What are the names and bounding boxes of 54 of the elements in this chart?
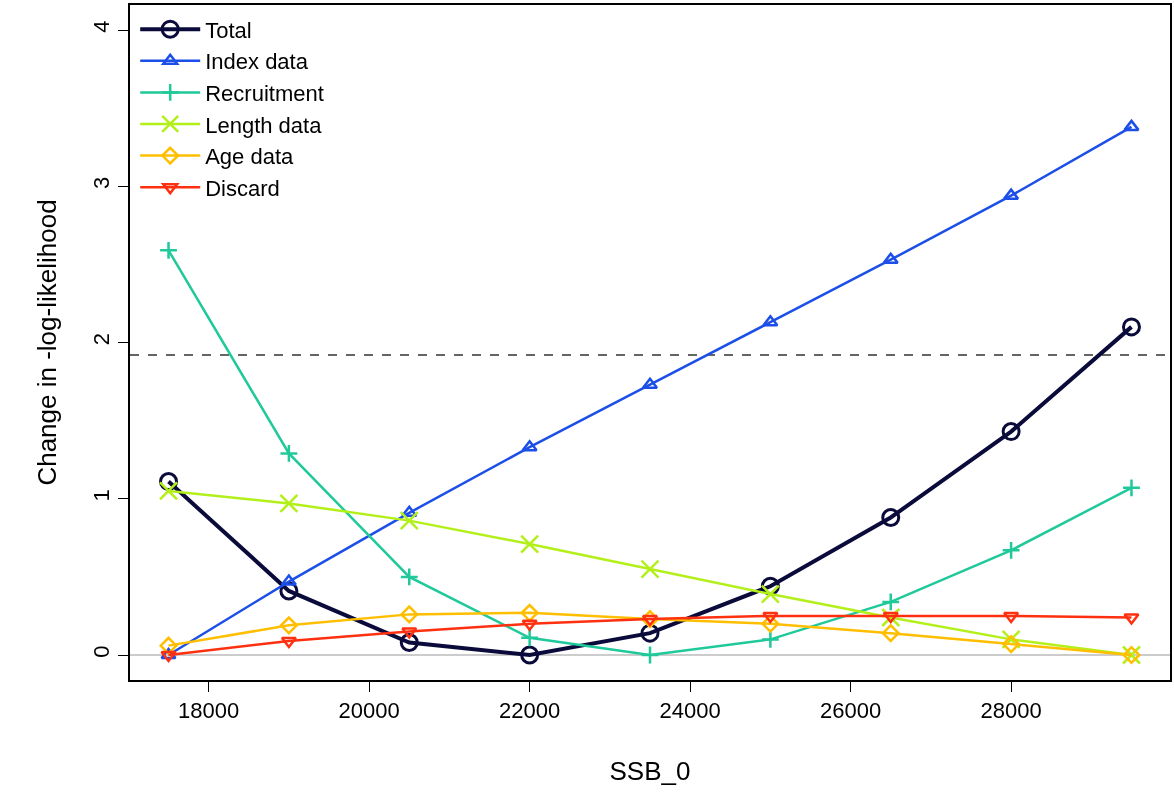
point	[640, 645, 660, 665]
legend-label: Age data	[205, 144, 295, 170]
legend-label: Discard	[205, 175, 280, 201]
point	[881, 592, 901, 612]
point	[158, 481, 179, 501]
point	[521, 439, 538, 452]
point	[882, 252, 899, 264]
point	[158, 240, 179, 260]
point	[279, 616, 298, 635]
point	[1002, 611, 1020, 624]
point	[640, 559, 660, 579]
point	[399, 633, 419, 652]
point	[762, 314, 779, 327]
point	[399, 567, 419, 587]
y-tick-label: 1	[89, 489, 115, 502]
point	[519, 534, 540, 554]
legend-label: Length data	[205, 112, 323, 138]
point	[641, 614, 659, 627]
point	[520, 603, 539, 622]
y-tick-label: 0	[89, 645, 115, 658]
point	[881, 624, 900, 643]
legend-label: Recruitment	[205, 80, 324, 106]
point	[760, 629, 781, 650]
point	[279, 443, 299, 464]
point	[1001, 540, 1021, 560]
x-tick-label: 18000	[178, 698, 240, 724]
point	[400, 605, 419, 624]
legend-label: Total	[205, 17, 252, 43]
x-tick-label: 28000	[980, 698, 1042, 724]
point	[401, 627, 418, 639]
y-tick-label: 4	[89, 20, 115, 33]
y-tick-label: 3	[89, 176, 115, 190]
x-axis-title: SSB_0	[609, 756, 691, 787]
x-tick-label: 22000	[499, 698, 561, 724]
point	[1121, 478, 1142, 498]
x-tick-label: 26000	[820, 698, 882, 724]
point	[280, 636, 298, 649]
y-tick-label: 2	[89, 333, 115, 346]
point	[760, 584, 781, 604]
point	[881, 508, 901, 527]
point	[1001, 422, 1021, 442]
x-tick-label: 24000	[659, 698, 721, 724]
point	[1123, 119, 1140, 132]
y-axis-title: Change in -log-likelihood	[32, 199, 63, 486]
point	[399, 510, 420, 531]
point	[1121, 317, 1141, 337]
point	[762, 611, 779, 624]
point	[1002, 635, 1021, 654]
point	[279, 493, 299, 514]
x-tick-label: 20000	[338, 698, 400, 724]
point	[521, 619, 538, 631]
legend-label: Index data	[205, 49, 309, 75]
point	[520, 645, 540, 665]
point	[1123, 613, 1140, 625]
